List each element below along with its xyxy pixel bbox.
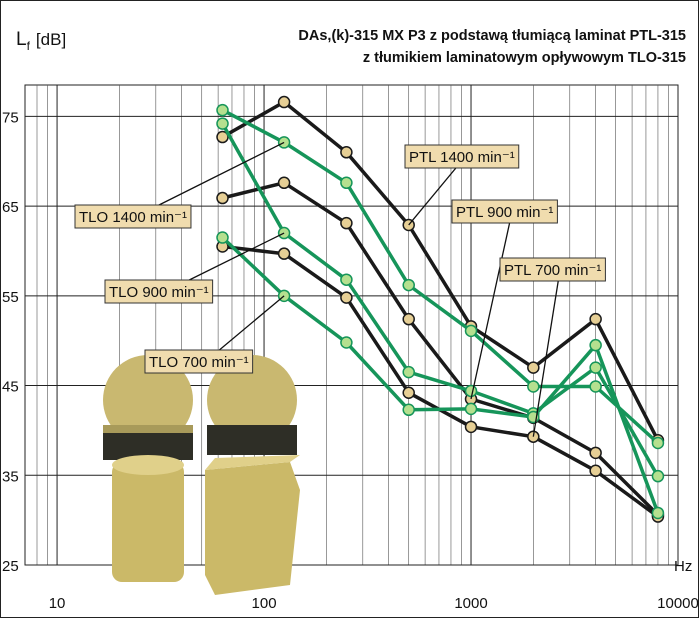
data-point <box>527 361 540 374</box>
legend-label: TLO 700 min⁻¹ <box>149 354 249 371</box>
data-point <box>651 469 665 483</box>
data-point <box>216 231 229 244</box>
data-point <box>277 95 291 109</box>
data-point <box>651 436 665 450</box>
data-point <box>216 130 229 144</box>
speaker-images <box>103 355 300 595</box>
data-point <box>277 176 291 190</box>
legend-label: TLO 900 min⁻¹ <box>109 284 209 301</box>
legend-box <box>74 204 192 229</box>
y-tick-label: 65 <box>2 199 19 216</box>
legend-label: PTL 1400 min⁻¹ <box>409 149 515 166</box>
data-point <box>340 146 353 159</box>
data-point <box>340 176 353 190</box>
x-tick-label: 1000 <box>454 595 487 612</box>
data-point <box>216 191 229 205</box>
data-point <box>402 365 415 379</box>
x-tick-label: 100 <box>252 595 277 612</box>
data-point <box>402 312 415 326</box>
y-axis-label: Lf [dB] <box>16 29 66 53</box>
legend-label: TLO 1400 min⁻¹ <box>79 209 187 226</box>
y-tick-label: 35 <box>2 468 19 485</box>
series-line <box>220 122 660 478</box>
data-point <box>340 216 353 230</box>
data-point <box>340 336 353 349</box>
data-point <box>340 291 353 304</box>
data-point <box>589 361 602 374</box>
y-tick-label: 25 <box>2 558 19 575</box>
y-tick-label: 45 <box>2 379 19 396</box>
chart-subtitle: z tłumikiem laminatowym opływowym TLO-31… <box>363 50 686 66</box>
data-point <box>589 312 602 326</box>
legend-box <box>144 349 254 374</box>
series-line <box>222 181 660 517</box>
series-line <box>221 236 660 514</box>
y-tick-label: 75 <box>2 109 19 126</box>
series-line <box>221 100 660 442</box>
x-tick-label: 10000 <box>657 595 699 612</box>
data-point <box>402 403 415 417</box>
legend-label: PTL 700 min⁻¹ <box>504 262 601 279</box>
plot-area: PTL 1400 min⁻¹ PTL 900 min⁻¹ PTL 700 min⁻¹… <box>74 95 665 523</box>
data-point <box>589 446 602 460</box>
x-axis-label: Hz <box>674 558 692 575</box>
callout-line <box>532 269 561 437</box>
data-point <box>277 247 291 260</box>
legend-label: PTL 900 min⁻¹ <box>456 204 553 221</box>
chart-title: DAs,(k)-315 MX P3 z podstawą tłumiącą la… <box>298 28 686 44</box>
legend-box <box>104 279 214 304</box>
data-point <box>527 380 540 393</box>
series-line <box>221 108 660 445</box>
y-tick-label: 55 <box>2 289 19 306</box>
data-point <box>464 324 478 338</box>
data-point <box>402 386 415 399</box>
data-point <box>402 278 415 292</box>
data-point <box>216 117 229 130</box>
data-point <box>464 384 478 398</box>
data-point <box>464 420 478 434</box>
x-tick-label: 10 <box>49 595 66 612</box>
data-point <box>589 380 602 393</box>
legend-box <box>499 257 606 282</box>
data-point <box>340 273 353 286</box>
callout-line <box>470 211 513 400</box>
data-point <box>589 338 602 352</box>
data-point <box>651 506 665 520</box>
legend-box <box>451 199 558 224</box>
data-point <box>589 464 602 478</box>
legend-box <box>404 144 520 169</box>
data-point <box>216 103 229 117</box>
data-point <box>464 402 478 416</box>
